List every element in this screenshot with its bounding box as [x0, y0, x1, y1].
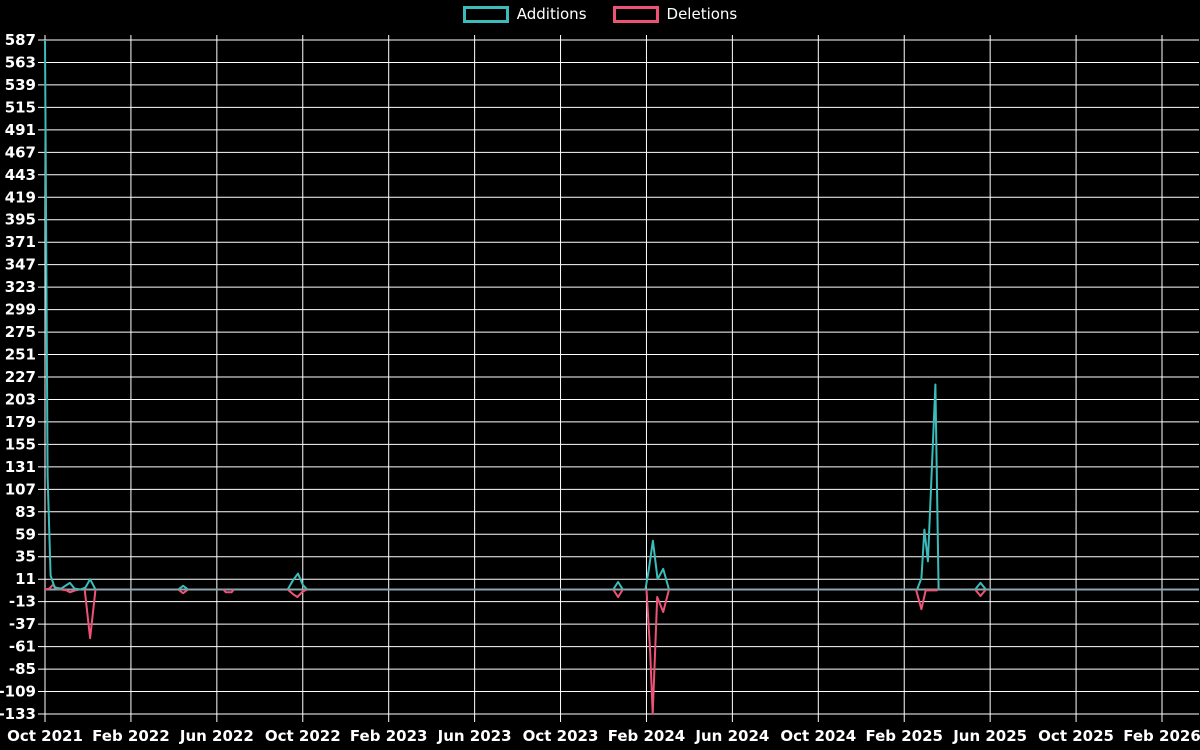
y-tick-label: 251 [5, 346, 36, 364]
x-tick-label: Oct 2022 [265, 727, 341, 745]
x-tick-label: Feb 2023 [350, 727, 428, 745]
y-tick-label: -109 [0, 683, 36, 701]
y-tick-label: 83 [15, 503, 36, 521]
y-tick-label: 59 [15, 525, 36, 543]
y-tick-label: -37 [9, 615, 36, 633]
x-tick-label: Feb 2025 [865, 727, 943, 745]
y-tick-label: 179 [5, 413, 36, 431]
additions-line [44, 39, 987, 591]
legend-item-deletions[interactable]: Deletions [612, 5, 738, 23]
legend-item-additions[interactable]: Additions [462, 5, 587, 23]
y-tick-label: 155 [5, 435, 36, 453]
x-tick-label: Jun 2023 [437, 727, 512, 745]
y-tick-label: -61 [9, 638, 36, 656]
y-tick-label: 443 [5, 166, 36, 184]
y-tick-label: -133 [0, 705, 36, 723]
deletions-swatch-icon [612, 6, 659, 23]
x-tick-label: Feb 2022 [92, 727, 170, 745]
y-tick-label: 131 [5, 458, 36, 476]
y-tick-label: 467 [5, 143, 36, 161]
x-tick-label: Oct 2021 [7, 727, 83, 745]
y-tick-label: 227 [5, 368, 36, 386]
additions-swatch-icon [462, 6, 509, 23]
y-tick-label: 371 [5, 233, 36, 251]
y-tick-label: 275 [5, 323, 36, 341]
x-tick-label: Oct 2025 [1038, 727, 1114, 745]
y-tick-label: -13 [9, 593, 36, 611]
x-tick-label: Jun 2024 [694, 727, 769, 745]
chart-legend: Additions Deletions [0, 6, 1200, 23]
x-tick-label: Jun 2025 [952, 727, 1027, 745]
y-tick-label: 587 [5, 31, 36, 49]
y-tick-label: 323 [5, 278, 36, 296]
y-tick-label: 347 [5, 256, 36, 274]
y-tick-label: 419 [5, 188, 36, 206]
x-tick-label: Oct 2023 [523, 727, 599, 745]
deletions-line [44, 583, 987, 715]
legend-label-additions: Additions [516, 5, 587, 23]
y-tick-label: 107 [5, 480, 36, 498]
y-tick-label: 395 [5, 211, 36, 229]
y-tick-label: 11 [15, 570, 36, 588]
x-tick-label: Feb 2026 [1123, 727, 1200, 745]
y-tick-label: -85 [9, 660, 36, 678]
y-tick-label: 491 [5, 121, 36, 139]
y-tick-label: 299 [5, 301, 36, 319]
legend-label-deletions: Deletions [666, 5, 738, 23]
x-tick-label: Jun 2022 [179, 727, 254, 745]
y-tick-label: 35 [15, 548, 36, 566]
x-tick-label: Oct 2024 [780, 727, 856, 745]
y-tick-label: 515 [5, 98, 36, 116]
y-tick-label: 563 [5, 53, 36, 71]
y-tick-label: 203 [5, 390, 36, 408]
y-tick-label: 539 [5, 76, 36, 94]
x-tick-label: Feb 2024 [608, 727, 686, 745]
